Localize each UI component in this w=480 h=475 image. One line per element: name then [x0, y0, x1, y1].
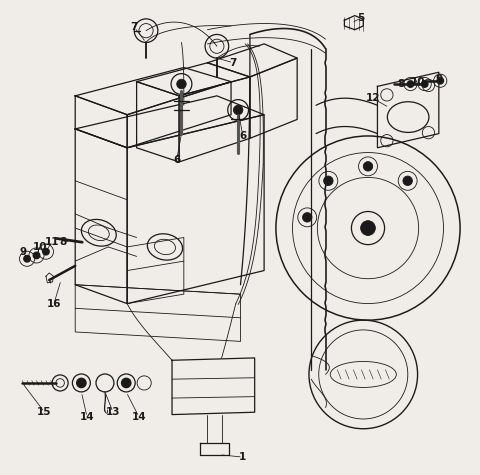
Circle shape	[233, 105, 242, 115]
Circle shape	[360, 221, 374, 236]
Circle shape	[121, 378, 131, 388]
Text: 14: 14	[80, 412, 94, 422]
Circle shape	[76, 378, 86, 388]
Circle shape	[362, 162, 372, 171]
Circle shape	[24, 256, 30, 262]
Circle shape	[402, 176, 411, 186]
Text: 8: 8	[60, 237, 67, 247]
Circle shape	[302, 213, 312, 222]
Text: 11: 11	[44, 237, 59, 247]
Text: 13: 13	[106, 407, 120, 417]
Text: 8: 8	[396, 79, 404, 89]
Text: 6: 6	[239, 131, 246, 141]
Text: 1: 1	[239, 452, 246, 462]
Text: 14: 14	[132, 412, 146, 422]
Circle shape	[420, 81, 427, 87]
Text: 16: 16	[47, 299, 61, 309]
Text: 7: 7	[130, 22, 138, 32]
Circle shape	[323, 176, 332, 186]
Text: 5: 5	[357, 13, 364, 23]
Circle shape	[43, 248, 49, 255]
Circle shape	[176, 79, 186, 89]
Text: 12: 12	[365, 93, 379, 103]
Text: 10: 10	[33, 242, 47, 252]
Text: 9: 9	[434, 74, 442, 84]
Circle shape	[436, 77, 443, 84]
Text: 10: 10	[409, 76, 424, 86]
Text: 7: 7	[229, 58, 237, 68]
Circle shape	[33, 252, 40, 259]
Circle shape	[407, 81, 413, 87]
Text: 9: 9	[20, 247, 27, 256]
Text: 6: 6	[173, 154, 180, 164]
Text: 15: 15	[37, 407, 52, 417]
